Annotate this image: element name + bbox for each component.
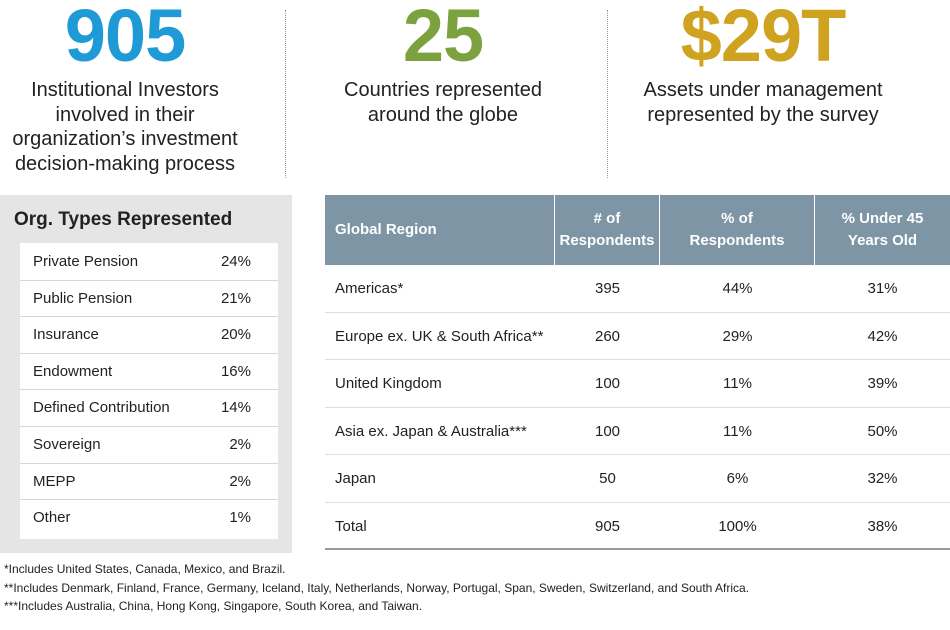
stat-line: represented by the survey xyxy=(647,103,879,126)
org-value: 14% xyxy=(220,399,251,417)
region-value: 29% xyxy=(722,327,753,345)
org-value: 21% xyxy=(220,289,251,307)
region-value: 6% xyxy=(726,470,749,487)
stat-line: organization’s investment xyxy=(12,128,238,150)
stat-number: 25 xyxy=(402,0,484,77)
stat-line: Countries represented xyxy=(344,79,542,101)
org-label: Private Pension xyxy=(33,253,139,270)
org-label: Public Pension xyxy=(33,289,133,307)
region-value: 100% xyxy=(718,517,757,535)
org-row: MEPP 2% xyxy=(20,463,278,501)
org-label: Sovereign xyxy=(33,436,101,453)
header-cell: Global Region xyxy=(325,195,554,265)
header-line: Years Old xyxy=(847,232,918,249)
stat-text: Countries represented around the globe xyxy=(293,78,593,127)
footnote: ***Includes Australia, China, Hong Kong,… xyxy=(4,599,423,613)
org-value: 2% xyxy=(229,436,251,453)
org-value: 1% xyxy=(229,509,251,527)
org-label: Insurance xyxy=(33,326,99,344)
stat-line: involved in their xyxy=(55,103,195,126)
separator xyxy=(285,10,286,178)
region-name: Total xyxy=(335,517,367,535)
region-value: 42% xyxy=(867,327,898,345)
region-row: Total 905 100% 38% xyxy=(325,503,950,550)
stat-block: 905 Institutional Investors involved in th… xyxy=(0,0,250,176)
header-cell: % of Respondents xyxy=(660,195,814,265)
org-row: Private Pension 24% xyxy=(20,243,278,281)
region-row: Japan 50 6% 32% xyxy=(325,455,950,503)
org-row: Other 1% xyxy=(20,499,278,536)
stat-number: $29T xyxy=(680,0,847,77)
region-row: United Kingdom 100 11% 39% xyxy=(325,360,950,408)
region-name: Asia ex. Japan & Australia*** xyxy=(335,422,527,440)
org-types-panel: Org. Types Represented Private Pension 24… xyxy=(0,195,292,553)
org-row: Insurance 20% xyxy=(20,316,278,354)
region-value: 31% xyxy=(867,280,898,297)
region-name: United Kingdom xyxy=(335,375,442,392)
region-value: 11% xyxy=(723,422,752,440)
region-name: Japan xyxy=(335,470,376,487)
region-row: Europe ex. UK & South Africa** 260 29% 42% xyxy=(325,313,950,360)
org-row: Public Pension 21% xyxy=(20,280,278,318)
stat-line: Assets under management xyxy=(643,79,883,101)
header-cell: # of Respondents xyxy=(555,195,659,265)
org-value: 16% xyxy=(220,362,251,380)
header-line: # of xyxy=(593,210,621,227)
stat-text: Assets under management represented by th… xyxy=(603,78,923,127)
stat-text: Institutional Investors involved in their… xyxy=(0,78,250,176)
org-value: 2% xyxy=(229,472,251,490)
stat-line: Institutional Investors xyxy=(31,79,219,101)
org-row: Endowment 16% xyxy=(20,353,278,391)
region-value: 100 xyxy=(594,422,621,440)
region-value: 38% xyxy=(867,517,898,535)
header-line: Global Region xyxy=(335,221,437,238)
region-value: 32% xyxy=(867,470,898,487)
org-label: Defined Contribution xyxy=(33,399,170,417)
footnote: *Includes United States, Canada, Mexico,… xyxy=(4,562,286,576)
region-value: 11% xyxy=(723,375,752,392)
separator xyxy=(607,10,608,178)
region-value: 100 xyxy=(594,375,621,392)
stat-block: 25 Countries represented around the globe xyxy=(293,0,593,127)
region-value: 395 xyxy=(594,280,621,297)
org-row: Defined Contribution 14% xyxy=(20,389,278,427)
region-name: Americas* xyxy=(335,280,404,297)
org-value: 24% xyxy=(220,253,251,270)
panel-title: Org. Types Represented xyxy=(14,209,233,230)
org-value: 20% xyxy=(220,326,251,344)
org-label: Endowment xyxy=(33,362,113,380)
stat-line: decision-making process xyxy=(14,152,236,175)
region-name: Europe ex. UK & South Africa** xyxy=(335,327,544,345)
header-line: Respondents xyxy=(559,232,655,249)
header-cell: % Under 45 Years Old xyxy=(815,195,950,265)
region-value: 50 xyxy=(599,470,616,487)
stat-block: $29T Assets under management represented b… xyxy=(603,0,923,127)
org-types-table: Private Pension 24% Public Pension 21% Insur… xyxy=(20,243,278,539)
footnote: **Includes Denmark, Finland, France, Ger… xyxy=(4,580,750,595)
stat-number: 905 xyxy=(64,0,186,77)
region-value: 905 xyxy=(594,517,621,535)
stat-line: around the globe xyxy=(367,103,519,126)
org-row: Sovereign 2% xyxy=(20,426,278,464)
region-row: Asia ex. Japan & Australia*** 100 11% 50% xyxy=(325,408,950,455)
region-value: 260 xyxy=(594,327,621,345)
region-row: Americas* 395 44% 31% xyxy=(325,265,950,313)
header-line: % Under 45 xyxy=(841,210,924,227)
region-value: 50% xyxy=(867,422,898,440)
region-value: 44% xyxy=(722,280,753,297)
region-value: 39% xyxy=(867,375,898,392)
header-line: Respondents xyxy=(689,232,785,249)
org-label: MEPP xyxy=(33,472,76,490)
header-line: % of xyxy=(721,210,753,227)
org-label: Other xyxy=(33,509,71,527)
